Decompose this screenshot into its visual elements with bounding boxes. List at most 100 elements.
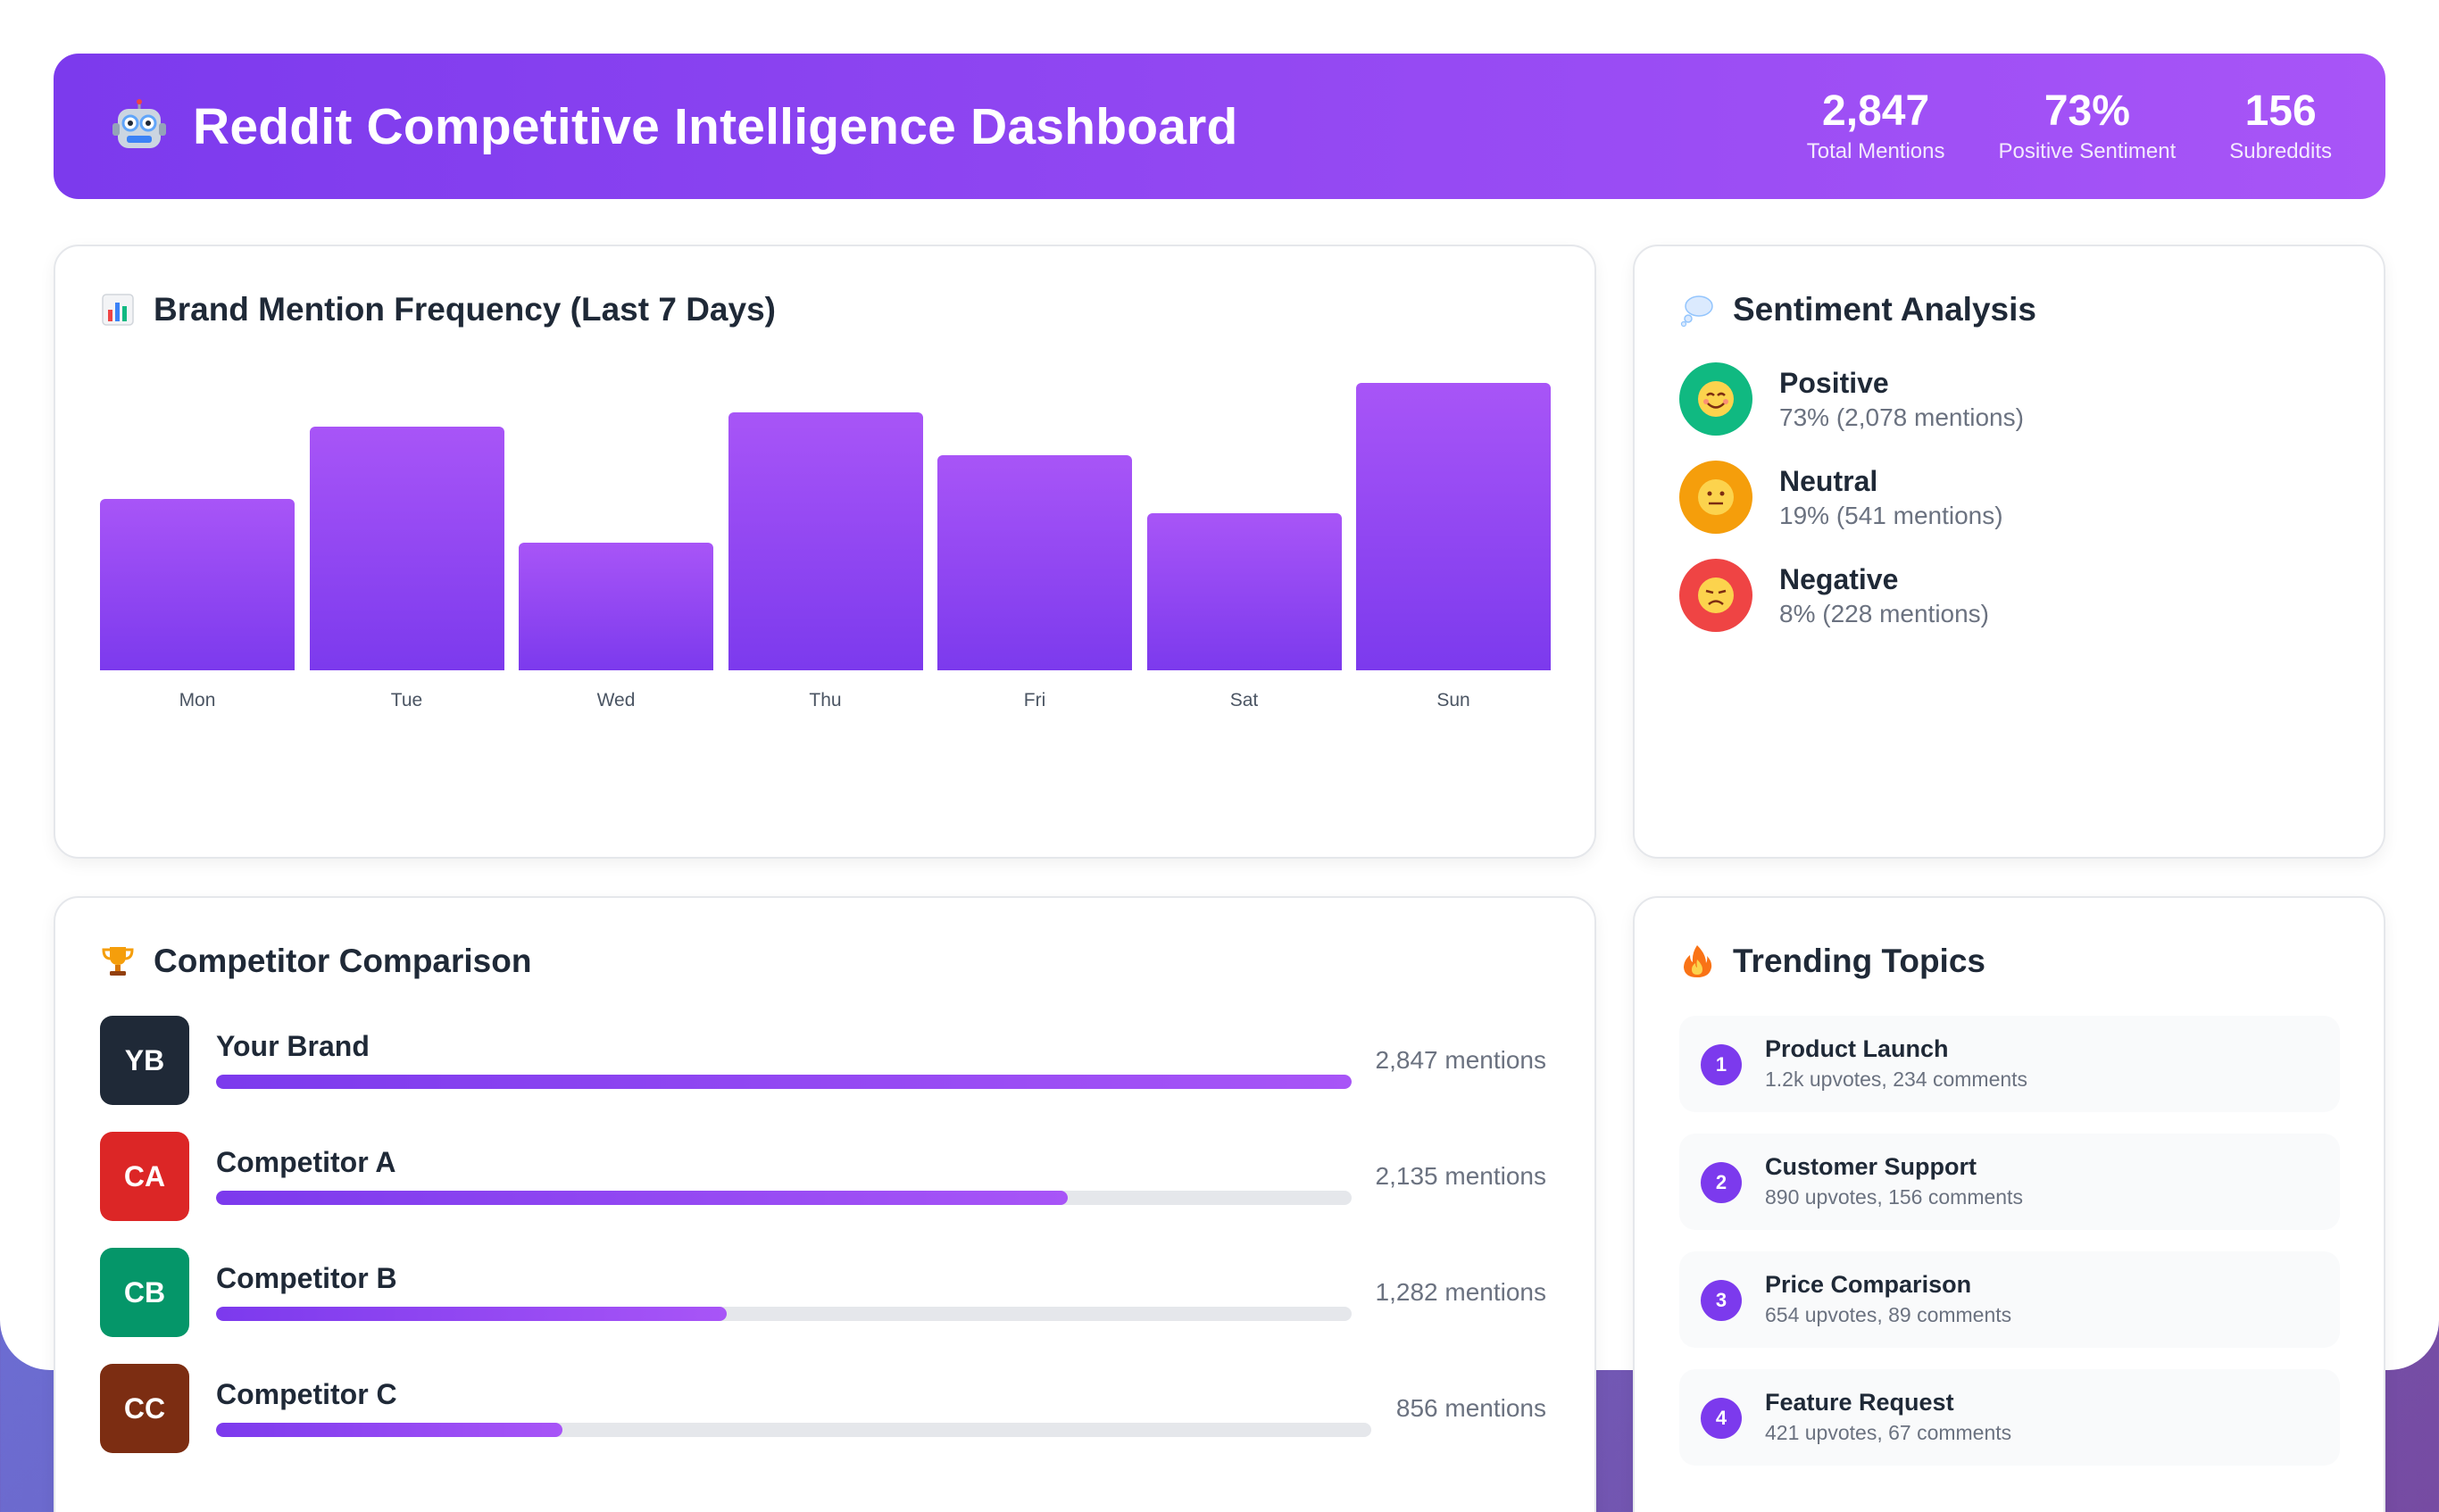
competitor-name: Competitor B xyxy=(216,1262,397,1294)
bar-fri[interactable] xyxy=(937,455,1132,670)
stat-positive-sentiment: 73% Positive Sentiment xyxy=(1998,87,2177,164)
competitor-title: Competitor Comparison xyxy=(154,943,532,979)
mention-share-track xyxy=(216,1307,1352,1321)
sentiment-title: Sentiment Analysis xyxy=(1733,291,2036,328)
bar-mon[interactable] xyxy=(100,499,295,670)
x-tick-label: Tue xyxy=(390,690,423,710)
trending-topics-card: Trending Topics 1 Product Launch 1.2k up… xyxy=(1633,896,2385,1512)
x-tick-label: Thu xyxy=(809,690,842,710)
stat-label: Positive Sentiment xyxy=(1998,138,2177,163)
sentiment-text: Neutral 19% (541 mentions) xyxy=(1779,465,2003,530)
sentiment-positive: Positive 73% (2,078 mentions) xyxy=(1679,362,2024,436)
topic-name: Price Comparison xyxy=(1765,1271,1972,1298)
sentiment-text: Positive 73% (2,078 mentions) xyxy=(1779,367,2024,432)
competitor-comparison-card: Competitor Comparison YB Your Brand 2,84… xyxy=(54,896,1596,1512)
competitor-row-b: CB Competitor B 1,282 mentions xyxy=(100,1248,1546,1337)
stat-total-mentions: 2,847 Total Mentions xyxy=(1806,87,1945,164)
page-title: Reddit Competitive Intelligence Dashboar… xyxy=(193,97,1238,155)
card-title: Competitor Comparison xyxy=(100,943,531,980)
competitor-row-a: CA Competitor A 2,135 mentions xyxy=(100,1132,1546,1221)
x-tick-label: Fri xyxy=(1023,690,1046,710)
card-title: Brand Mention Frequency (Last 7 Days) xyxy=(100,291,776,328)
competitor-row-c: CC Competitor C 856 mentions xyxy=(100,1364,1546,1453)
rank-badge: 4 xyxy=(1701,1398,1742,1439)
robot-icon xyxy=(112,98,166,148)
bar-thu[interactable] xyxy=(728,412,923,670)
topic-meta: 1.2k upvotes, 234 comments xyxy=(1765,1068,2028,1091)
bar-sun[interactable] xyxy=(1356,383,1551,670)
stat-label: Subreddits xyxy=(2229,138,2332,163)
header-stats: 2,847 Total Mentions 73% Positive Sentim… xyxy=(1806,87,2332,164)
mention-frequency-title: Brand Mention Frequency (Last 7 Days) xyxy=(154,291,776,328)
avatar: CA xyxy=(100,1132,189,1221)
sentiment-negative: Negative 8% (228 mentions) xyxy=(1679,559,1989,632)
stat-value: 156 xyxy=(2244,87,2317,136)
mention-frequency-card: Brand Mention Frequency (Last 7 Days) Mo… xyxy=(54,245,1596,859)
avatar: YB xyxy=(100,1016,189,1105)
mention-share-fill xyxy=(216,1423,563,1437)
mention-count: 2,135 mentions xyxy=(1375,1162,1546,1190)
x-tick-label: Wed xyxy=(596,690,636,710)
trending-topic-item[interactable]: 2 Customer Support 890 upvotes, 156 comm… xyxy=(1679,1134,2340,1230)
topic-meta: 421 upvotes, 67 comments xyxy=(1765,1421,2012,1444)
x-tick-label: Sun xyxy=(1436,690,1470,710)
sentiment-neutral: Neutral 19% (541 mentions) xyxy=(1679,461,2003,534)
card-title: Trending Topics xyxy=(1679,943,1985,980)
bar-chart xyxy=(100,353,1551,670)
competitor-row-your-brand: YB Your Brand 2,847 mentions xyxy=(100,1016,1546,1105)
sentiment-badge xyxy=(1679,362,1752,436)
mention-count: 856 mentions xyxy=(1395,1394,1546,1422)
bar-sat[interactable] xyxy=(1146,513,1342,670)
topic-name: Product Launch xyxy=(1765,1035,1949,1062)
competitor-name: Your Brand xyxy=(216,1030,370,1062)
topic-name: Feature Request xyxy=(1765,1389,1954,1416)
competitor-name: Competitor A xyxy=(216,1146,396,1178)
rank-badge: 3 xyxy=(1701,1280,1742,1321)
rank-badge: 2 xyxy=(1701,1162,1742,1203)
topic-meta: 654 upvotes, 89 comments xyxy=(1765,1303,2012,1326)
stat-subreddits: 156 Subreddits xyxy=(2229,87,2332,164)
sentiment-card: Sentiment Analysis Positive 73% (2,078 m… xyxy=(1633,245,2385,859)
bar-wed[interactable] xyxy=(519,543,713,670)
stat-label: Total Mentions xyxy=(1806,138,1945,163)
bar-chart-icon xyxy=(102,294,134,326)
competitor-name: Competitor C xyxy=(216,1378,397,1410)
sentiment-name: Neutral xyxy=(1779,464,1878,497)
disappointed-face-icon xyxy=(1698,577,1734,613)
card-title: Sentiment Analysis xyxy=(1679,291,2036,328)
sentiment-detail: 8% (228 mentions) xyxy=(1779,599,1990,627)
avatar: CB xyxy=(100,1248,189,1337)
trending-topic-item[interactable]: 4 Feature Request 421 upvotes, 67 commen… xyxy=(1679,1369,2340,1466)
smiling-face-icon xyxy=(1698,381,1734,417)
mention-count: 1,282 mentions xyxy=(1375,1278,1546,1306)
fire-icon xyxy=(1684,945,1712,977)
sentiment-detail: 73% (2,078 mentions) xyxy=(1779,403,2024,431)
sentiment-badge xyxy=(1679,559,1752,632)
rank-badge: 1 xyxy=(1701,1044,1742,1085)
trending-topic-item[interactable]: 1 Product Launch 1.2k upvotes, 234 comme… xyxy=(1679,1016,2340,1112)
topic-meta: 890 upvotes, 156 comments xyxy=(1765,1185,2023,1209)
bar-tue[interactable] xyxy=(309,427,504,670)
sentiment-name: Positive xyxy=(1779,366,1889,399)
sentiment-text: Negative 8% (228 mentions) xyxy=(1779,563,1989,628)
dashboard-header: Reddit Competitive Intelligence Dashboar… xyxy=(54,54,2385,199)
x-tick-label: Sat xyxy=(1229,690,1259,710)
mention-count: 2,847 mentions xyxy=(1375,1046,1546,1074)
x-tick-label: Mon xyxy=(179,690,216,710)
trending-title: Trending Topics xyxy=(1733,943,1985,979)
header-brand: Reddit Competitive Intelligence Dashboar… xyxy=(111,97,1238,156)
mention-share-track xyxy=(216,1191,1352,1205)
trending-topic-item[interactable]: 3 Price Comparison 654 upvotes, 89 comme… xyxy=(1679,1251,2340,1348)
sentiment-badge xyxy=(1679,461,1752,534)
mention-share-track xyxy=(216,1075,1352,1089)
mention-share-fill xyxy=(216,1191,1068,1205)
topic-name: Customer Support xyxy=(1765,1153,1977,1180)
mention-share-fill xyxy=(216,1075,1352,1089)
mention-share-track xyxy=(216,1423,1371,1437)
sentiment-detail: 19% (541 mentions) xyxy=(1779,501,2003,529)
trophy-icon xyxy=(102,947,134,976)
stat-value: 73% xyxy=(2044,87,2130,136)
sentiment-name: Negative xyxy=(1779,562,1899,595)
mention-share-fill xyxy=(216,1307,728,1321)
stat-value: 2,847 xyxy=(1822,87,1930,136)
